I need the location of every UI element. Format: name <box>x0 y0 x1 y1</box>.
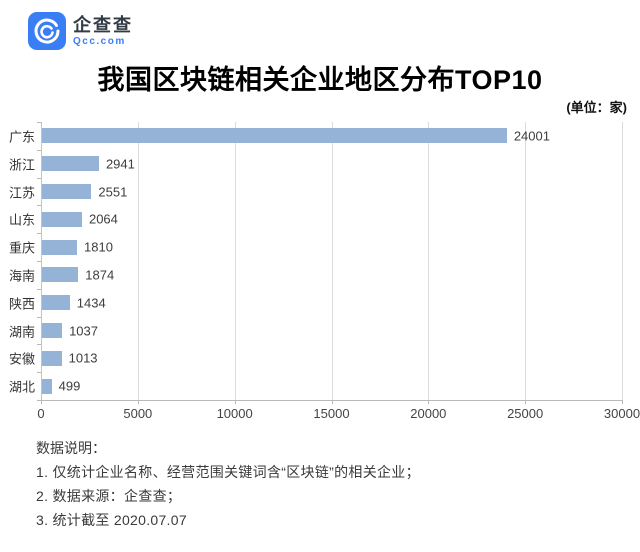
category-label: 湖北 <box>8 379 35 395</box>
bar-value-label: 1013 <box>68 350 98 366</box>
bar-value-label: 2064 <box>88 211 118 227</box>
y-axis-tick <box>37 177 41 179</box>
gridline <box>622 122 623 400</box>
bar <box>42 128 507 144</box>
bar-value-label: 1874 <box>85 267 115 283</box>
x-tick-label: 30000 <box>603 406 640 421</box>
bar <box>42 323 63 338</box>
category-label: 浙江 <box>8 157 35 173</box>
y-axis-tick <box>37 288 41 290</box>
y-axis-tick <box>37 261 41 262</box>
qcc-logo: 企查查 Qcc.com <box>28 12 133 50</box>
x-tick-label: 20000 <box>410 406 447 421</box>
x-axis-tick <box>428 400 430 404</box>
bar-chart: 0 5000 10000 15000 20000 25000 30000 广东 24001 浙江 2… <box>0 122 640 422</box>
bar-value-label: 1434 <box>76 295 106 311</box>
note-line: 3. 统计截至 2020.07.07 <box>36 512 187 528</box>
qcc-logo-text: 企查查 Qcc.com <box>73 15 133 48</box>
bar <box>42 239 78 255</box>
x-tick-label: 0 <box>37 406 45 421</box>
page-title: 我国区块链相关企业地区分布TOP10 <box>97 65 543 95</box>
x-tick-label: 5000 <box>123 406 153 421</box>
gridline <box>331 122 333 400</box>
bar-value-label: 499 <box>58 378 81 394</box>
category-label: 安徽 <box>8 351 35 367</box>
y-axis-tick <box>37 149 41 151</box>
bar <box>42 184 92 199</box>
gridline <box>525 122 527 400</box>
x-axis-line <box>41 400 623 401</box>
x-axis-tick <box>234 400 236 404</box>
y-axis-line <box>41 122 42 400</box>
bar <box>42 378 52 394</box>
x-tick-label: 15000 <box>313 406 350 421</box>
bar <box>42 267 79 283</box>
logo-name: 企查查 <box>73 14 133 35</box>
bar-value-label: 2941 <box>105 156 135 172</box>
x-axis-tick <box>331 400 333 404</box>
category-label: 广东 <box>8 129 35 145</box>
bar-value-label: 1037 <box>69 323 98 338</box>
y-axis-tick <box>37 122 41 123</box>
x-tick-label: 25000 <box>507 406 544 421</box>
category-label: 海南 <box>8 268 35 284</box>
category-label: 重庆 <box>8 240 35 256</box>
qcc-swirl-icon <box>34 18 60 44</box>
x-axis-tick <box>41 400 42 404</box>
bar <box>42 295 70 311</box>
qcc-logo-icon <box>28 12 66 50</box>
y-axis-tick <box>37 344 41 346</box>
x-axis-tick <box>137 400 139 404</box>
gridline <box>428 122 430 400</box>
bar <box>42 350 62 366</box>
note-line: 2. 数据来源：企查查； <box>36 488 182 504</box>
notes-heading: 数据说明： <box>36 440 106 456</box>
bar-value-label: 2551 <box>98 184 128 199</box>
y-axis-tick <box>37 372 41 374</box>
y-axis-tick <box>37 233 41 235</box>
bar <box>42 156 99 172</box>
x-tick-label: 10000 <box>216 406 253 421</box>
x-axis-tick <box>622 400 623 404</box>
bar-value-label: 24001 <box>513 128 550 144</box>
note-line: 1. 仅统计企业名称、经营范围关键词含“区块链”的相关企业； <box>36 464 420 480</box>
category-label: 陕西 <box>8 296 35 312</box>
category-label: 山东 <box>8 212 35 228</box>
logo-domain: Qcc.com <box>73 35 126 47</box>
category-label: 湖南 <box>8 324 35 339</box>
gridline <box>234 122 236 400</box>
bar-value-label: 1810 <box>84 239 113 255</box>
y-axis-tick <box>37 400 41 401</box>
bar <box>42 211 82 227</box>
x-axis-tick <box>525 400 527 404</box>
data-notes: 数据说明： 1. 仅统计企业名称、经营范围关键词含“区块链”的相关企业； 2. … <box>36 439 420 529</box>
y-axis-tick <box>37 205 41 207</box>
y-axis-tick <box>37 316 41 318</box>
gridline <box>137 122 139 400</box>
unit-label: (单位：家) <box>566 100 627 115</box>
category-label: 江苏 <box>8 185 35 200</box>
